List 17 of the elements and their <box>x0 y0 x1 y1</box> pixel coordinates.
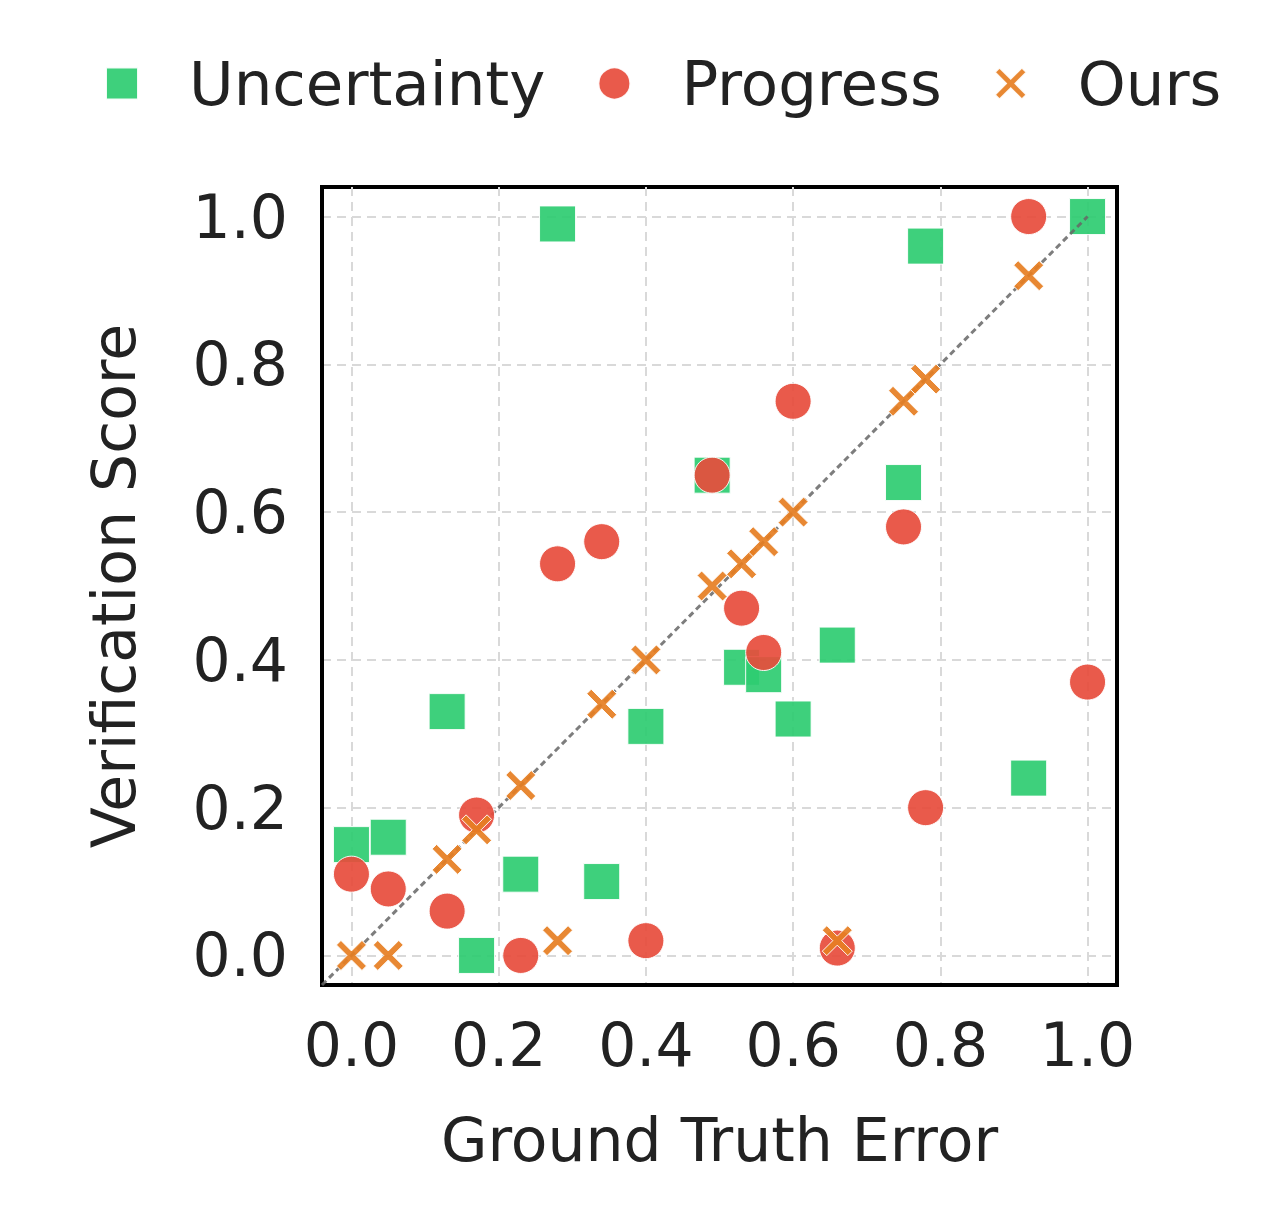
x-tick-label: 0.0 <box>303 1010 400 1080</box>
x-axis-title: Ground Truth Error <box>440 1105 999 1175</box>
x-tick-label: 0.8 <box>892 1010 989 1080</box>
legend-label: Uncertainty <box>189 48 546 119</box>
y-axis-title: Verification Score <box>79 323 149 849</box>
y-tick-label: 0.6 <box>192 477 288 548</box>
y-tick-label: 0.4 <box>192 624 288 695</box>
legend-label: Ours <box>1077 48 1222 119</box>
y-tick-label: 0.0 <box>192 920 288 991</box>
x-tick-label: 1.0 <box>1039 1010 1136 1080</box>
y-tick-label: 0.2 <box>192 772 288 843</box>
y-tick-label: 0.8 <box>192 329 288 400</box>
x-tick-label: 0.2 <box>450 1010 547 1080</box>
y-tick-label: 1.0 <box>192 181 288 252</box>
x-tick-label: 0.4 <box>598 1010 694 1080</box>
x-tick-label: 0.6 <box>745 1010 841 1080</box>
legend-label: Progress <box>681 48 942 119</box>
